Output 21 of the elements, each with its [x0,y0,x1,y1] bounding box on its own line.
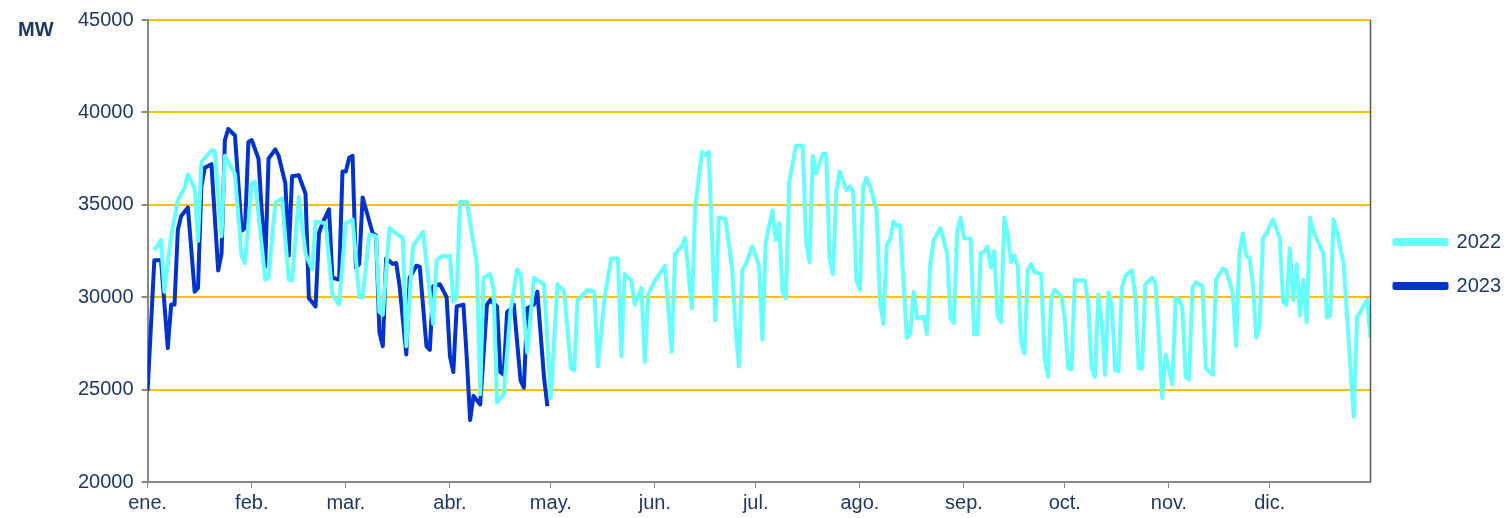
y-tick-label: 30000 [77,284,134,307]
x-tick-label: feb. [235,490,269,513]
x-tick-label: jul. [741,490,769,513]
x-tick-label: mar. [326,490,366,513]
x-tick-label: jun. [637,490,672,513]
x-tick-label: may. [529,490,572,513]
legend-label: 2022 [1456,229,1502,252]
x-tick-label: nov. [1150,490,1188,513]
x-tick-label: ene. [128,490,168,513]
y-tick-label: 45000 [77,7,134,30]
x-tick-label: abr. [433,490,467,513]
x-tick-label: sep. [945,490,983,513]
y-tick-label: 25000 [77,377,134,400]
y-tick-label: 20000 [77,469,134,492]
x-tick-label: dic. [1254,490,1286,513]
y-axis-title: MW [18,17,54,40]
legend-label: 2023 [1456,273,1502,296]
x-tick-label: ago. [840,490,880,513]
y-tick-label: 40000 [77,99,134,122]
y-tick-label: 35000 [77,192,134,215]
x-tick-label: oct. [1048,490,1081,513]
